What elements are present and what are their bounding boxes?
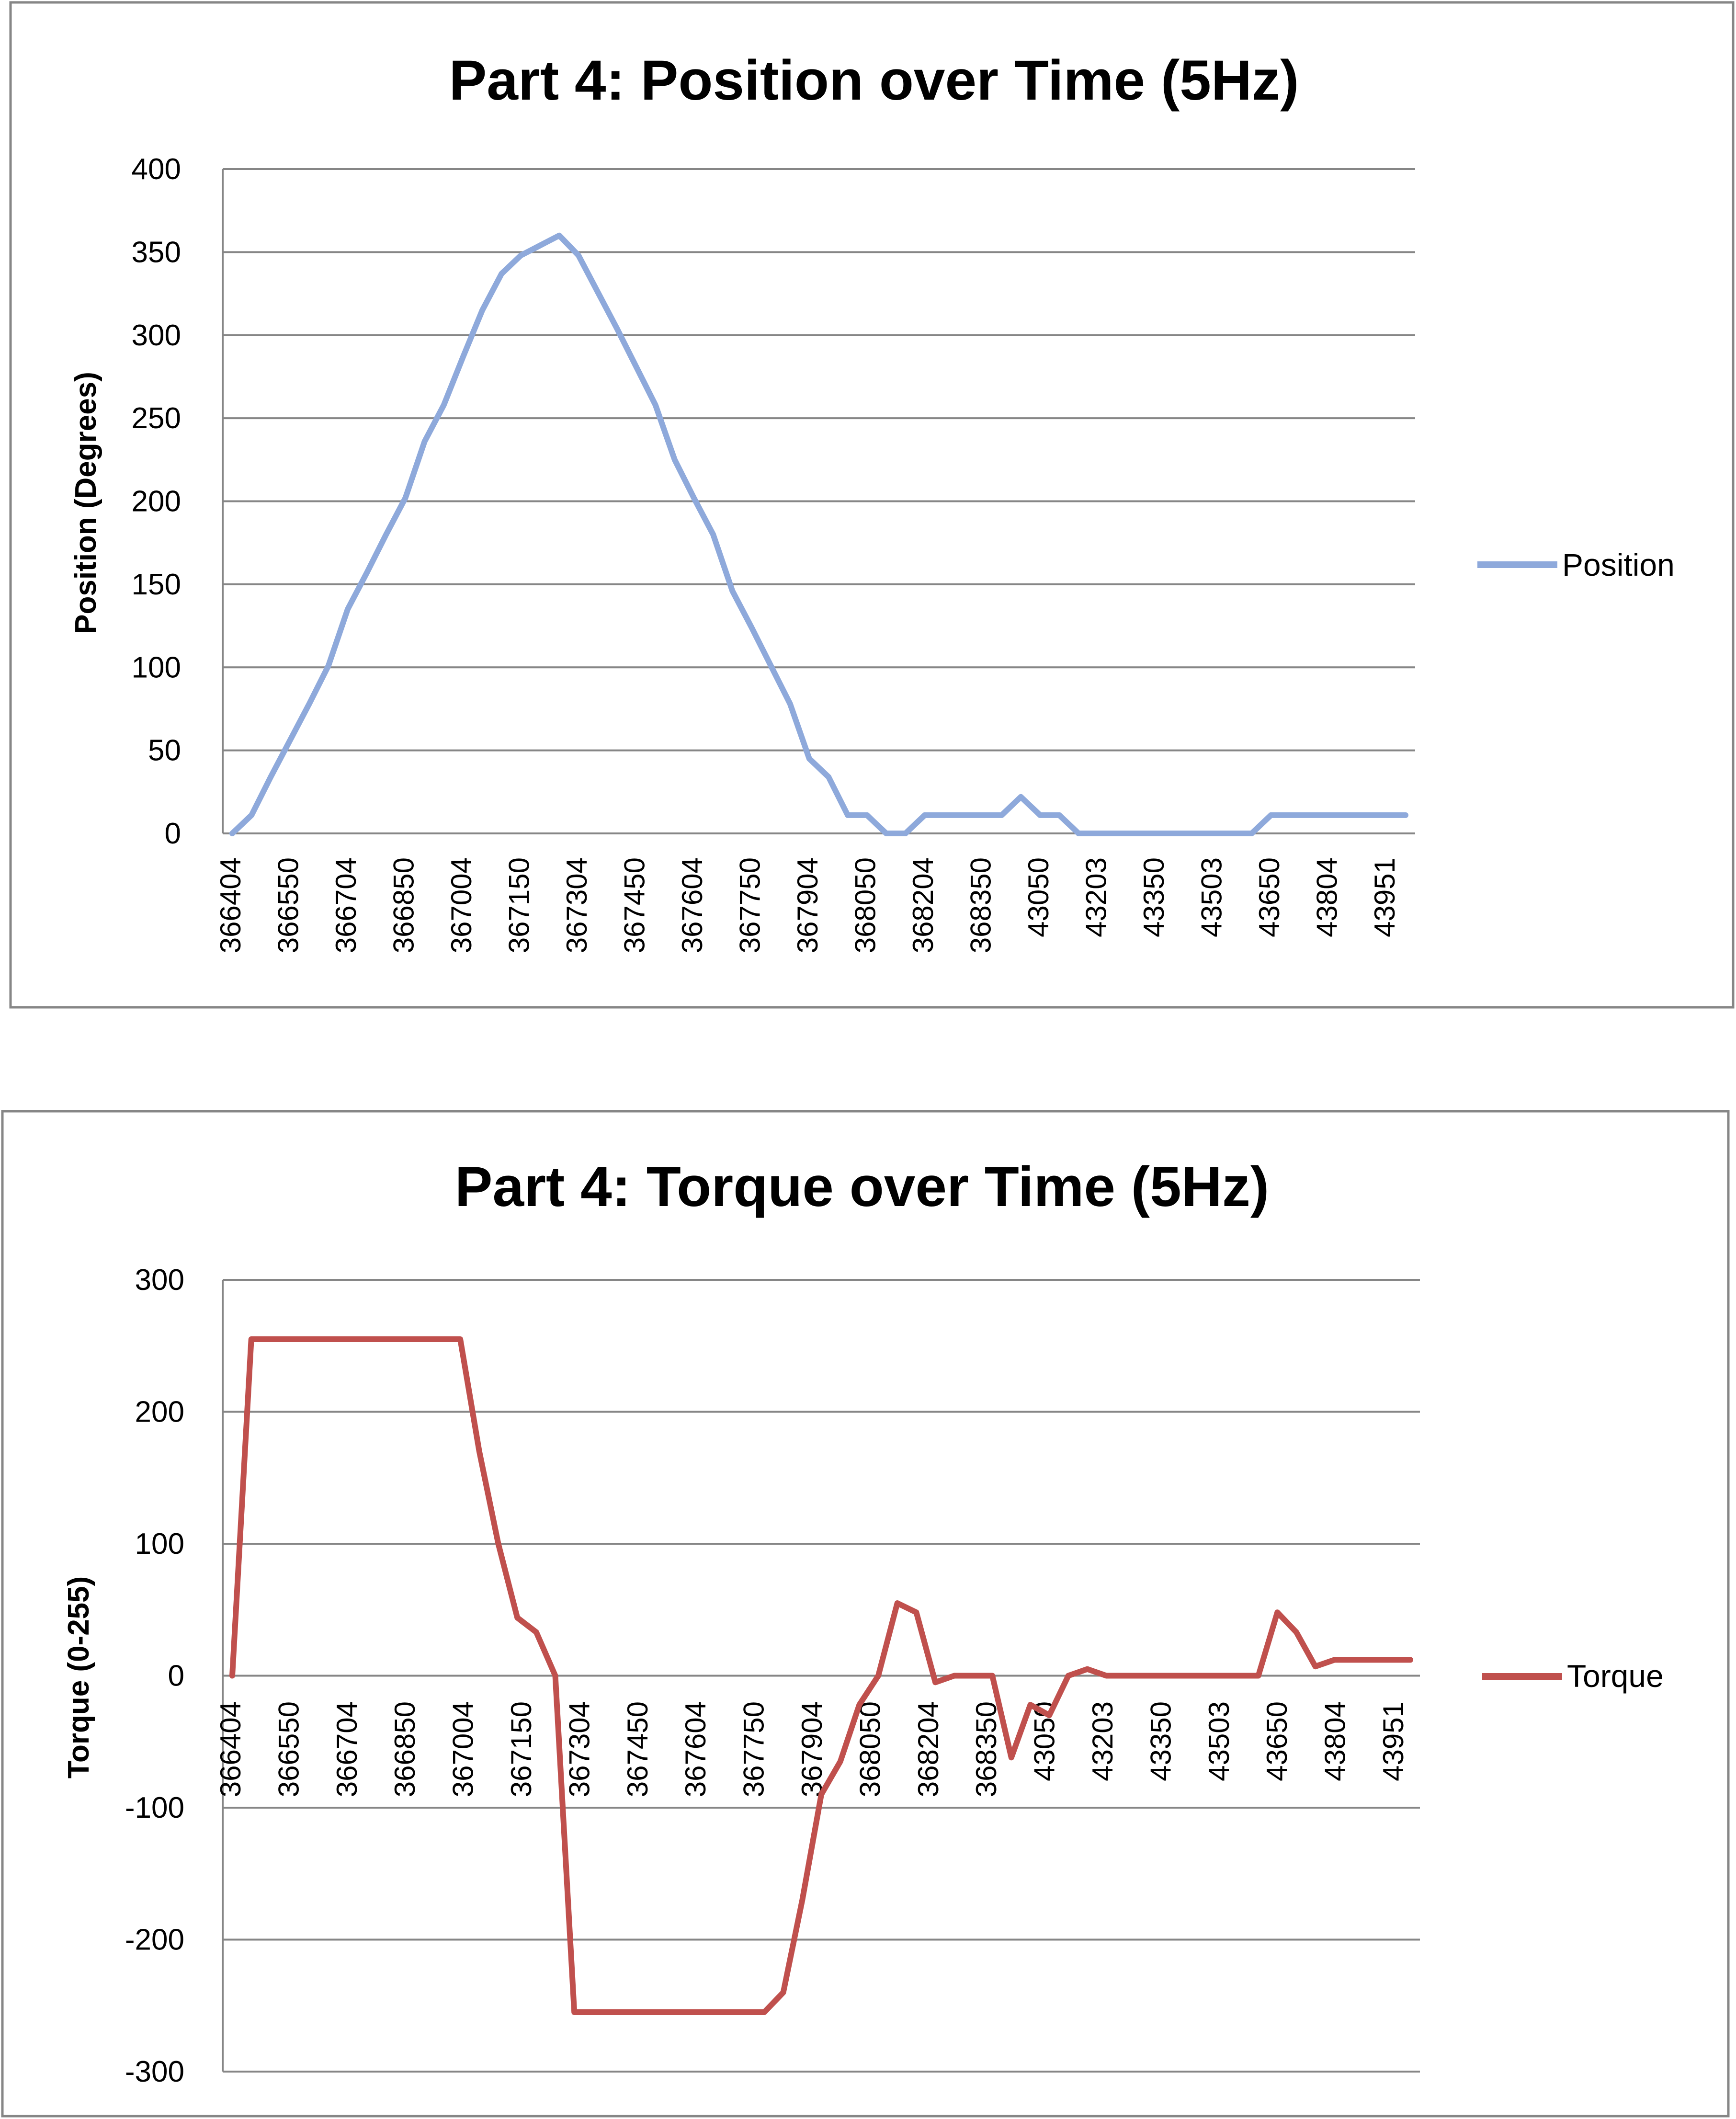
x-tick-label: 43050 (1022, 857, 1055, 937)
y-tick-label: 200 (132, 485, 181, 518)
x-tick-label: 367004 (445, 857, 477, 953)
position-chart-frame (9, 1, 1735, 1009)
position-gridlines (222, 168, 1415, 834)
x-tick-label: 367450 (619, 857, 651, 953)
position-y-ticks: 0 50 100 150 200 250 300 350 400 (132, 153, 181, 850)
x-tick-label: 366704 (331, 1701, 363, 1797)
y-tick-label: 200 (135, 1396, 184, 1429)
position-series (229, 232, 1408, 836)
x-tick-label: 367150 (505, 1701, 537, 1797)
x-tick-label: 43203 (1080, 857, 1112, 937)
x-tick-label: 43804 (1311, 857, 1343, 937)
position-legend-label: Position (1562, 547, 1675, 582)
x-tick-label: 366850 (389, 1701, 421, 1797)
x-tick-label: 366550 (272, 1701, 305, 1797)
y-tick-label: 0 (168, 1660, 184, 1693)
series-line (229, 1336, 1413, 2015)
x-tick-label: 367750 (734, 857, 766, 953)
x-tick-label: 368204 (907, 857, 939, 953)
x-tick-label: 43350 (1138, 857, 1170, 937)
y-tick-label: 50 (148, 734, 181, 767)
x-tick-label: 367750 (738, 1701, 770, 1797)
x-tick-label: 367304 (563, 1701, 595, 1797)
torque-chart-title: Part 4: Torque over Time (5Hz) (455, 1155, 1269, 1219)
x-tick-label: 368350 (970, 1701, 1002, 1797)
x-tick-label: 368050 (850, 857, 882, 953)
x-tick-label: 367904 (796, 1701, 828, 1797)
position-chart: Part 4: Position over Time (5Hz) Positio… (9, 1, 1735, 1009)
torque-series (229, 1336, 1413, 2015)
y-tick-label: 400 (132, 153, 181, 186)
x-tick-label: 366850 (388, 857, 420, 953)
torque-x-ticks: 366404 366550 366704 366850 367004 367150 3673… (215, 1701, 1409, 1797)
y-tick-label: -300 (125, 2055, 184, 2088)
y-tick-label: 100 (132, 651, 181, 684)
y-tick-label: 300 (135, 1264, 184, 1297)
torque-legend-label: Torque (1567, 1658, 1664, 1694)
position-legend: Position (1477, 547, 1675, 582)
x-tick-label: 367604 (680, 1701, 712, 1797)
x-tick-label: 43503 (1203, 1701, 1235, 1781)
x-tick-label: 43951 (1369, 857, 1401, 937)
torque-y-axis-label: Torque (0-255) (62, 1576, 95, 1779)
x-tick-label: 43650 (1261, 1701, 1293, 1781)
series-line (229, 232, 1408, 836)
x-tick-label: 367004 (447, 1701, 479, 1797)
y-tick-label: 150 (132, 568, 181, 601)
torque-chart: Part 4: Torque over Time (5Hz) Torque (0… (1, 1110, 1730, 2118)
x-tick-label: 366404 (215, 857, 247, 953)
torque-y-ticks: -300 -200 -100 0 100 200 300 (125, 1264, 184, 2088)
x-tick-label: 366704 (330, 857, 362, 953)
x-tick-label: 366550 (272, 857, 305, 953)
y-tick-label: -100 (125, 1791, 184, 1824)
y-tick-label: 0 (165, 817, 181, 850)
position-y-axis-label: Position (Degrees) (69, 372, 102, 634)
x-tick-label: 367150 (503, 857, 535, 953)
y-tick-label: 250 (132, 402, 181, 435)
x-tick-label: 367604 (676, 857, 708, 953)
x-tick-label: 43503 (1196, 857, 1228, 937)
torque-chart-frame (1, 1110, 1730, 2118)
x-tick-label: 43951 (1377, 1701, 1409, 1781)
y-tick-label: -200 (125, 1924, 184, 1957)
x-tick-label: 43650 (1253, 857, 1285, 937)
y-tick-label: 300 (132, 319, 181, 352)
x-tick-label: 367450 (622, 1701, 654, 1797)
torque-legend: Torque (1482, 1658, 1664, 1694)
x-tick-label: 367904 (792, 857, 824, 953)
y-tick-label: 100 (135, 1527, 184, 1561)
x-tick-label: 366404 (215, 1701, 247, 1797)
x-tick-label: 43350 (1145, 1701, 1177, 1781)
x-tick-label: 367304 (561, 857, 593, 953)
y-tick-label: 350 (132, 236, 181, 269)
x-tick-label: 43203 (1087, 1701, 1119, 1781)
x-tick-label: 368050 (854, 1701, 886, 1797)
x-tick-label: 43804 (1319, 1701, 1351, 1781)
x-tick-label: 368350 (965, 857, 997, 953)
position-chart-title: Part 4: Position over Time (5Hz) (449, 49, 1299, 112)
position-x-ticks: 366404 366550 366704 366850 367004 367150 3673… (215, 857, 1401, 953)
x-tick-label: 368204 (912, 1701, 944, 1797)
